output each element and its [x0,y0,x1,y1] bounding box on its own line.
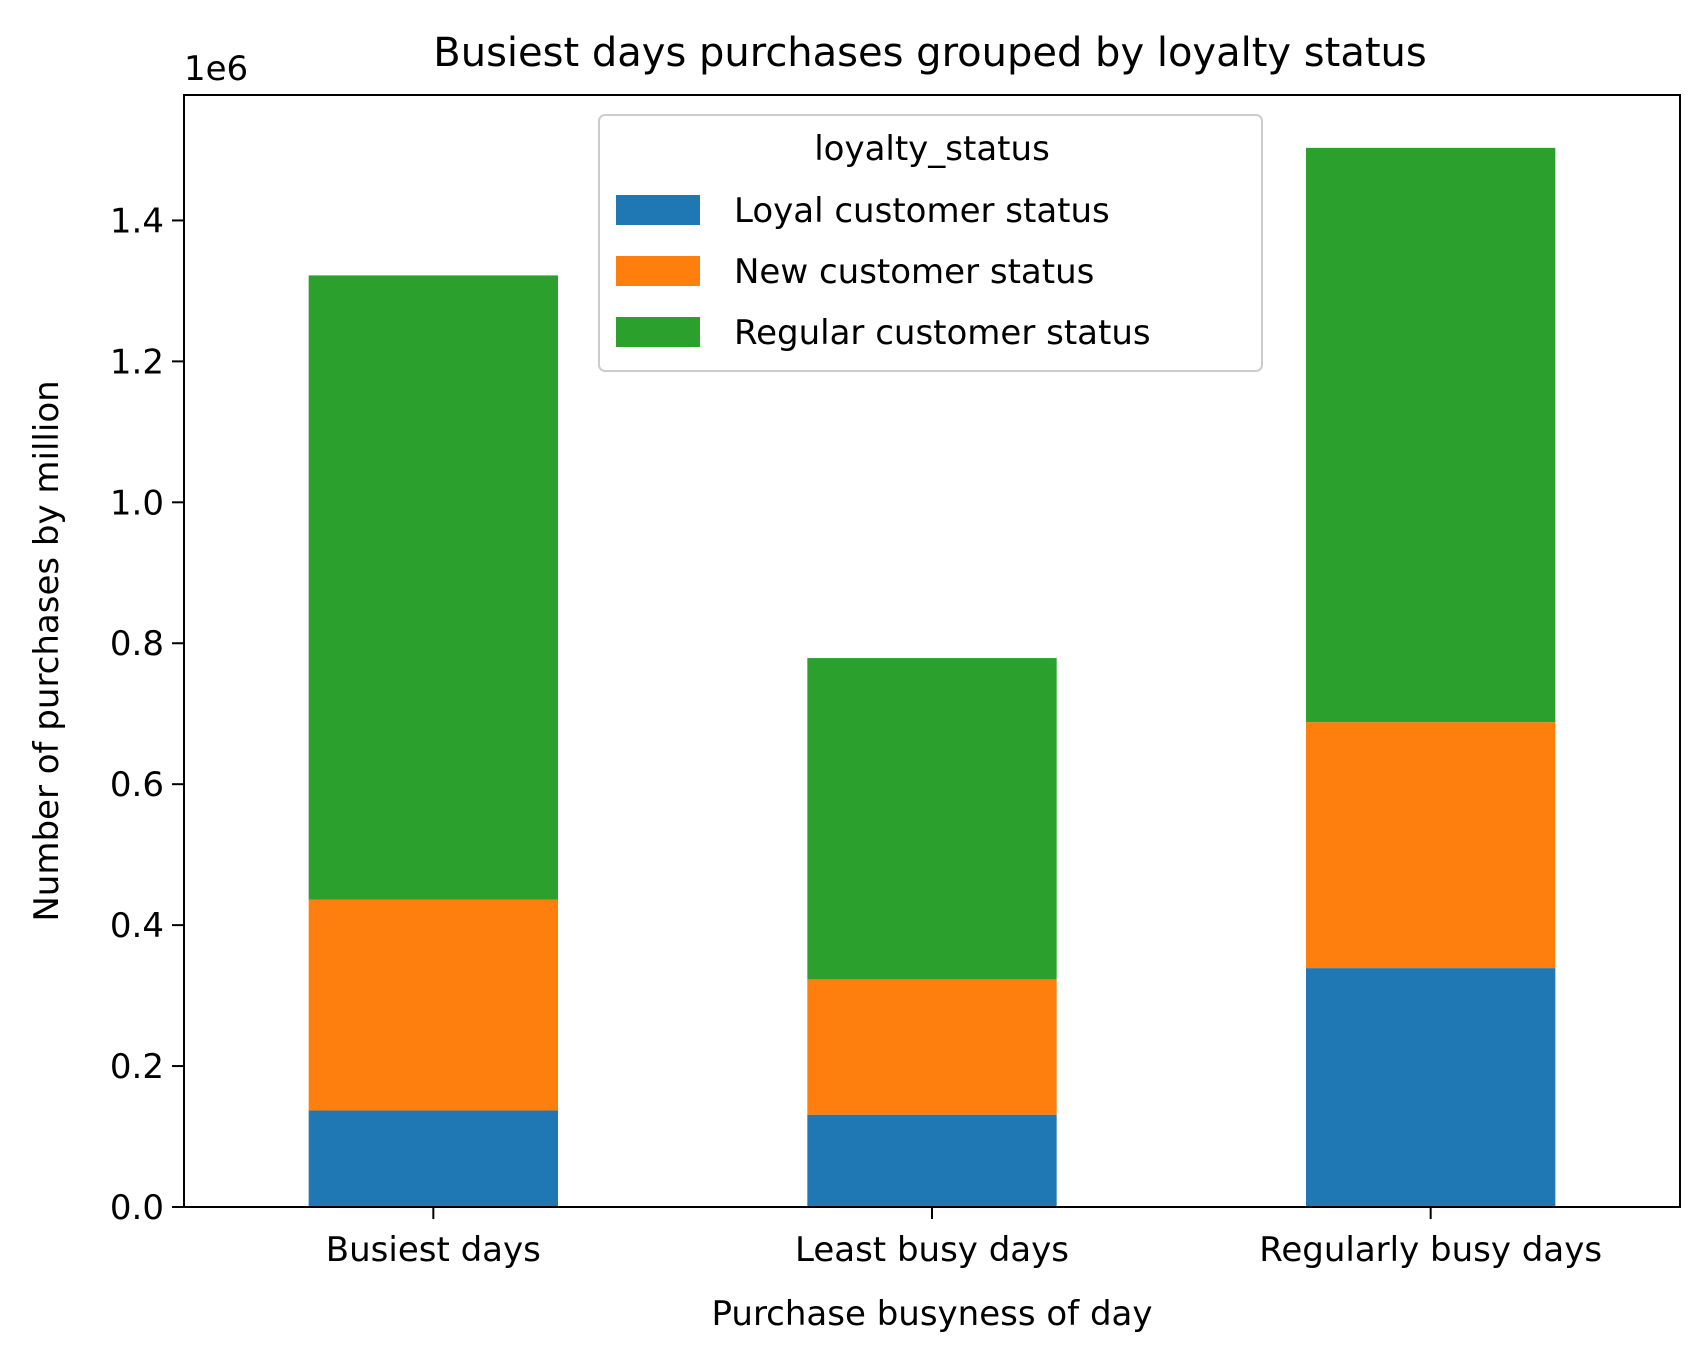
y-tick-label: 1.4 [110,201,164,241]
y-tick-label: 0.2 [110,1047,164,1087]
x-tick-label: Least busy days [795,1230,1069,1270]
legend-swatch-1 [616,195,700,225]
chart-title: Busiest days purchases grouped by loyalt… [433,30,1426,76]
x-axis-label: Purchase busyness of day [712,1294,1153,1334]
y-tick-label: 1.0 [110,483,164,523]
y-tick-label: 1.2 [110,342,164,382]
y-tick-label: 0.0 [110,1188,164,1228]
bar-1-1 [308,1110,558,1207]
y-axis: 0.0 0.2 0.4 0.6 0.8 1.0 1.2 1.4 [110,201,184,1228]
legend-items: Loyal customer status New customer status… [616,191,1151,353]
bar-2-3 [1306,722,1556,969]
legend-entry-1: Loyal customer status [734,191,1110,231]
bar-3-2 [807,658,1057,980]
x-tick-label: Busiest days [326,1230,541,1270]
x-tick-label: Regularly busy days [1259,1230,1602,1270]
legend-swatch-3 [616,317,700,347]
bars-layer [308,147,1556,1207]
x-axis: Busiest days Least busy days Regularly bus… [326,1207,1602,1270]
bar-3-1 [308,275,558,900]
y-tick-label: 0.6 [110,765,164,805]
legend-entry-2: New customer status [734,252,1094,292]
legend-title: loyalty_status [814,129,1050,169]
y-axis-offset-label: 1e6 [184,49,248,89]
y-axis-label: Number of purchases by million [27,380,67,921]
legend-entry-3: Regular customer status [734,313,1151,353]
legend-swatch-2 [616,256,700,286]
bar-2-2 [807,979,1057,1115]
bar-1-2 [807,1114,1057,1207]
bar-1-3 [1306,968,1556,1207]
bar-2-1 [308,899,558,1111]
legend-frame [598,114,1263,372]
bar-3-3 [1306,147,1556,723]
legend: loyalty_status Loyal customer status New … [598,114,1263,372]
y-tick-label: 0.8 [110,624,164,664]
y-tick-label: 0.4 [110,906,164,946]
